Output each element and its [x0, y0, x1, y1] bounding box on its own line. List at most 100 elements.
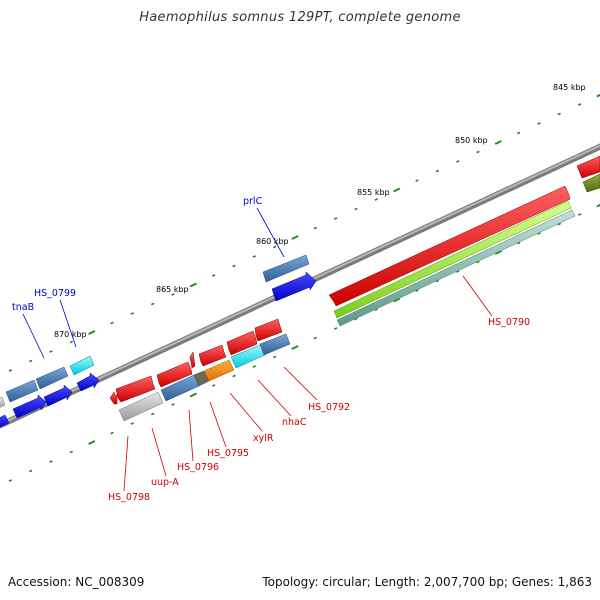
minor-tick — [8, 479, 12, 482]
minor-tick — [557, 222, 561, 226]
major-tick — [88, 440, 96, 445]
gene-label-xylR[interactable]: xylR — [253, 433, 274, 444]
gene-label-prlC[interactable]: prlC — [243, 196, 263, 207]
major-tick — [596, 202, 600, 208]
minor-tick — [110, 321, 114, 325]
callout-line-HS_0798 — [123, 435, 129, 492]
gene-nhaC-feature[interactable] — [230, 344, 266, 369]
minor-tick — [415, 179, 419, 182]
minor-tick — [273, 245, 277, 249]
gene-uup-A-cds[interactable] — [115, 375, 156, 403]
gene-label-HS_0796[interactable]: HS_0796 — [177, 462, 219, 473]
minor-tick — [517, 131, 521, 135]
minor-tick — [578, 213, 582, 216]
minor-tick — [212, 384, 216, 387]
reverse-gene-labels: HS_0790 HS_0792 nhaC xylR HS_0795 HS_079… — [108, 317, 530, 503]
gene-tnaB-cds-b[interactable] — [12, 394, 47, 419]
gene-right-cds[interactable] — [576, 155, 600, 179]
minor-tick — [578, 103, 582, 106]
gene-tnaB-feature-a[interactable] — [35, 366, 69, 390]
major-tick — [88, 330, 96, 335]
accession-text: Accession: NC_008309 — [8, 575, 145, 589]
gene-right-feature[interactable] — [582, 173, 600, 193]
minor-tick — [171, 293, 175, 296]
minor-tick — [557, 112, 561, 116]
kbp-label-850: 850 kbp — [455, 136, 488, 145]
minor-tick — [151, 412, 155, 416]
minor-tick — [171, 403, 175, 406]
forward-strand-genes — [0, 254, 317, 428]
gene-HS_0790-feature-teal[interactable] — [336, 209, 576, 327]
gene-HS_0790-feature-lime[interactable] — [333, 200, 572, 319]
minor-tick — [29, 469, 33, 473]
gene-label-HS_0798[interactable]: HS_0798 — [108, 492, 150, 503]
gene-HS_0799-feature[interactable] — [69, 355, 95, 376]
minor-tick — [354, 207, 358, 211]
gene-label-tnaB[interactable]: tnaB — [12, 302, 34, 313]
gene-label-nhaC[interactable]: nhaC — [282, 417, 307, 428]
minor-tick — [313, 336, 317, 340]
gene-HS_0792-cds[interactable] — [254, 318, 283, 342]
minor-tick — [49, 350, 53, 353]
callout-line-HS_0796 — [188, 409, 194, 462]
minor-tick — [232, 264, 236, 268]
major-tick — [393, 187, 401, 193]
minor-tick — [130, 312, 134, 315]
minor-tick — [49, 460, 53, 463]
minor-tick — [29, 359, 33, 363]
gene-tnaB-cds-a[interactable] — [43, 384, 73, 407]
gene-HS_0795-cds[interactable] — [189, 351, 196, 369]
major-tick — [291, 345, 299, 350]
gene-HS_0792-feature[interactable] — [259, 333, 291, 356]
gene-label-HS_0795[interactable]: HS_0795 — [207, 448, 249, 459]
gene-HS_0790-cds[interactable] — [328, 185, 571, 307]
minor-tick — [69, 340, 73, 344]
gene-HS_0798-cds[interactable] — [109, 391, 118, 405]
callout-line-uup-A — [151, 427, 167, 477]
reverse-strand-genes — [109, 155, 600, 422]
minor-tick — [313, 226, 317, 230]
minor-tick — [252, 255, 256, 258]
minor-tick — [8, 369, 12, 372]
gene-left-cds[interactable] — [0, 414, 10, 428]
forward-callout-lines — [22, 207, 285, 359]
gene-label-HS_0790[interactable]: HS_0790 — [488, 317, 530, 328]
outer-tick-row — [8, 92, 600, 372]
kbp-labels: 845 kbp 850 kbp 855 kbp 860 kbp 865 kbp … — [54, 83, 586, 339]
minor-tick — [212, 274, 216, 277]
callout-line-xylR — [229, 392, 263, 432]
gene-HS_0796-cds[interactable] — [156, 361, 193, 388]
callout-line-HS_0795 — [209, 401, 227, 448]
gene-HS_0798-feature[interactable] — [118, 391, 164, 422]
minor-tick — [435, 169, 439, 173]
gene-prlC-feature[interactable] — [262, 254, 310, 283]
kbp-label-855: 855 kbp — [357, 188, 390, 197]
kbp-label-860: 860 kbp — [256, 237, 289, 246]
minor-tick — [537, 122, 541, 125]
kbp-label-865: 865 kbp — [156, 285, 189, 294]
gene-label-uup-A[interactable]: uup-A — [151, 477, 179, 488]
minor-tick — [334, 217, 338, 220]
kbp-label-845: 845 kbp — [553, 83, 586, 92]
major-tick — [189, 392, 197, 398]
gene-nhaC-cds[interactable] — [226, 330, 258, 356]
callout-line-prlC — [256, 207, 285, 258]
minor-tick — [537, 232, 541, 235]
minor-tick — [130, 422, 134, 425]
gene-prlC-cds[interactable] — [271, 271, 317, 302]
gene-tnaB-feature-b[interactable] — [5, 379, 39, 403]
gene-xylR-cds[interactable] — [198, 344, 227, 367]
gene-HS_0799-cds[interactable] — [76, 372, 100, 392]
gene-left-feature[interactable] — [0, 396, 6, 409]
minor-tick — [517, 241, 521, 245]
minor-tick — [476, 260, 480, 264]
callout-line-HS_0799 — [59, 299, 77, 348]
gene-label-HS_0792[interactable]: HS_0792 — [308, 402, 350, 413]
minor-tick — [374, 198, 378, 201]
kbp-label-870: 870 kbp — [54, 330, 87, 339]
gene-label-HS_0799[interactable]: HS_0799 — [34, 288, 76, 299]
major-tick — [494, 140, 502, 145]
gene-xylR-feature[interactable] — [203, 359, 235, 382]
